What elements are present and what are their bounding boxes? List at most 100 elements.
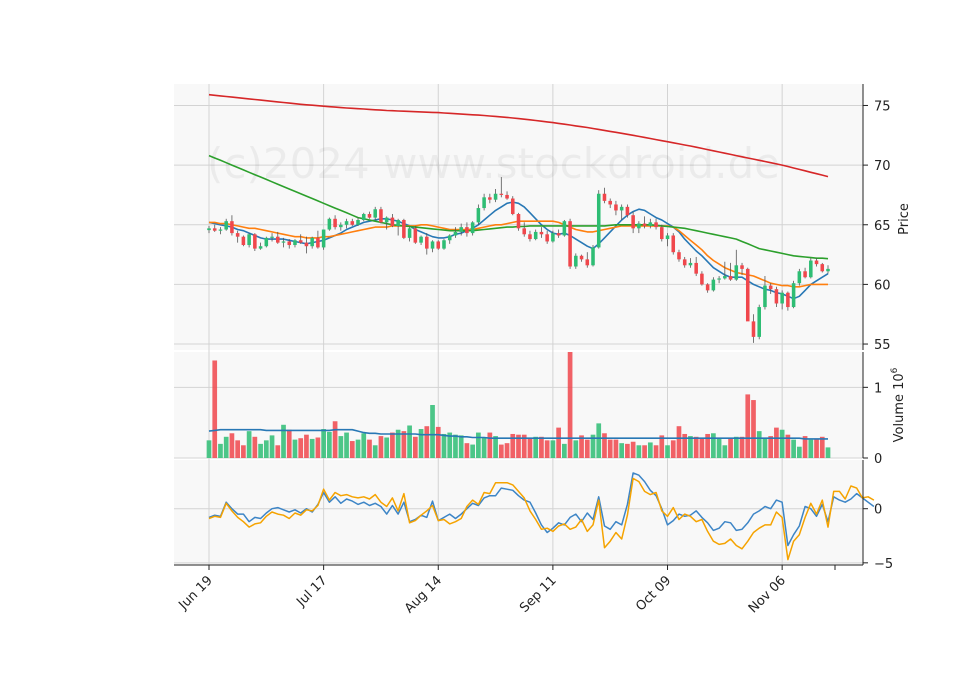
volume-bar — [510, 433, 516, 458]
volume-bar — [269, 435, 275, 458]
volume-bar — [418, 429, 424, 458]
volume-bar — [286, 429, 292, 458]
candle-body — [671, 235, 676, 253]
candle-body — [803, 271, 807, 278]
candle-body — [465, 227, 469, 234]
candle-body — [642, 223, 647, 226]
volume-bar — [733, 436, 739, 458]
candle-body — [247, 234, 251, 246]
candle-body — [281, 241, 286, 243]
candle-body — [602, 193, 607, 201]
volume-bar — [395, 429, 401, 458]
x-tick-label: Jul 17 — [293, 573, 330, 610]
candle-body — [321, 229, 326, 248]
volume-bar — [258, 443, 263, 458]
candle-body — [453, 231, 458, 236]
volume-bar — [338, 436, 344, 458]
volume-bar — [647, 442, 653, 458]
candle-body — [734, 265, 739, 280]
volume-axis-label-text: Volume 10 — [892, 373, 907, 442]
volume-bar — [321, 429, 326, 458]
candle-body — [470, 222, 475, 234]
volume-bar — [453, 434, 458, 458]
candle-body — [488, 197, 492, 200]
volume-bar — [292, 439, 298, 458]
volume-bar — [504, 443, 510, 458]
candle-body — [499, 193, 504, 195]
candle-body — [407, 228, 412, 238]
candle-body — [253, 234, 257, 249]
candle-body — [745, 268, 750, 322]
candle-body — [751, 321, 756, 337]
volume-bars — [206, 352, 831, 458]
candle-body — [688, 262, 693, 266]
candle-body — [258, 246, 263, 249]
volume-bar — [728, 438, 733, 458]
candle-body — [665, 235, 670, 240]
volume-y-tick-label: 0 — [874, 452, 882, 467]
volume-bar — [441, 433, 447, 458]
oscillator-y-tick-label: 0 — [874, 503, 882, 518]
candle-body — [333, 218, 337, 228]
candle-body — [660, 227, 664, 240]
price-y-tick-label: 75 — [874, 99, 891, 114]
x-tick-label: Nov 06 — [746, 573, 789, 616]
volume-bar — [562, 443, 567, 458]
candle-body — [682, 259, 687, 266]
candle-body — [545, 234, 549, 242]
volume-bar — [711, 433, 716, 458]
candle-body — [786, 292, 790, 308]
volume-bar — [619, 443, 625, 458]
oscillator-y-tick-label: −5 — [874, 557, 893, 572]
candle-body — [230, 221, 234, 234]
candle-body — [510, 198, 515, 215]
volume-bar — [825, 447, 831, 458]
volume-axis-label-exponent: 6 — [890, 367, 900, 373]
volume-bar — [361, 433, 367, 458]
volume-bar — [298, 438, 304, 458]
moving-average-200 — [208, 93, 829, 178]
candle-body — [264, 237, 269, 247]
candle-body — [344, 221, 349, 225]
price-y-tick-label: 55 — [874, 338, 891, 353]
candle-body — [430, 241, 435, 249]
volume-bar — [670, 440, 676, 458]
candle-body — [505, 194, 509, 199]
candle-body — [270, 236, 274, 238]
volume-bar — [779, 429, 785, 458]
volume-bar — [327, 431, 332, 458]
candle-body — [763, 285, 767, 308]
volume-bar — [819, 436, 825, 458]
candle-body — [413, 228, 418, 243]
volume-bar — [544, 440, 550, 458]
volume-bar — [355, 439, 361, 458]
volume-bar — [223, 436, 229, 458]
candle-body — [241, 236, 246, 246]
volume-bar — [332, 421, 338, 458]
candle-body — [717, 278, 721, 280]
volume-bar — [390, 432, 395, 458]
volume-bar — [539, 436, 544, 458]
volume-bar — [613, 439, 619, 458]
volume-bar — [235, 440, 241, 458]
candle-body — [356, 219, 360, 225]
volume-bar — [693, 436, 699, 458]
candle-body — [436, 241, 441, 249]
volume-bar — [596, 423, 602, 458]
candle-body — [476, 208, 481, 223]
candle-body — [757, 307, 761, 337]
volume-bar — [630, 441, 636, 458]
volume-bar — [481, 437, 487, 458]
candle-body — [637, 223, 641, 229]
volume-bar — [229, 433, 235, 458]
candle-body — [791, 283, 796, 308]
volume-bar — [206, 440, 212, 458]
volume-bar — [349, 441, 355, 458]
candle-body — [568, 221, 572, 267]
volume-bar — [607, 439, 613, 458]
volume-bar — [653, 445, 659, 458]
volume-bar — [458, 435, 464, 458]
volume-bar — [487, 432, 493, 458]
volume-bar — [682, 433, 688, 458]
vertical-gridlines — [208, 84, 783, 565]
